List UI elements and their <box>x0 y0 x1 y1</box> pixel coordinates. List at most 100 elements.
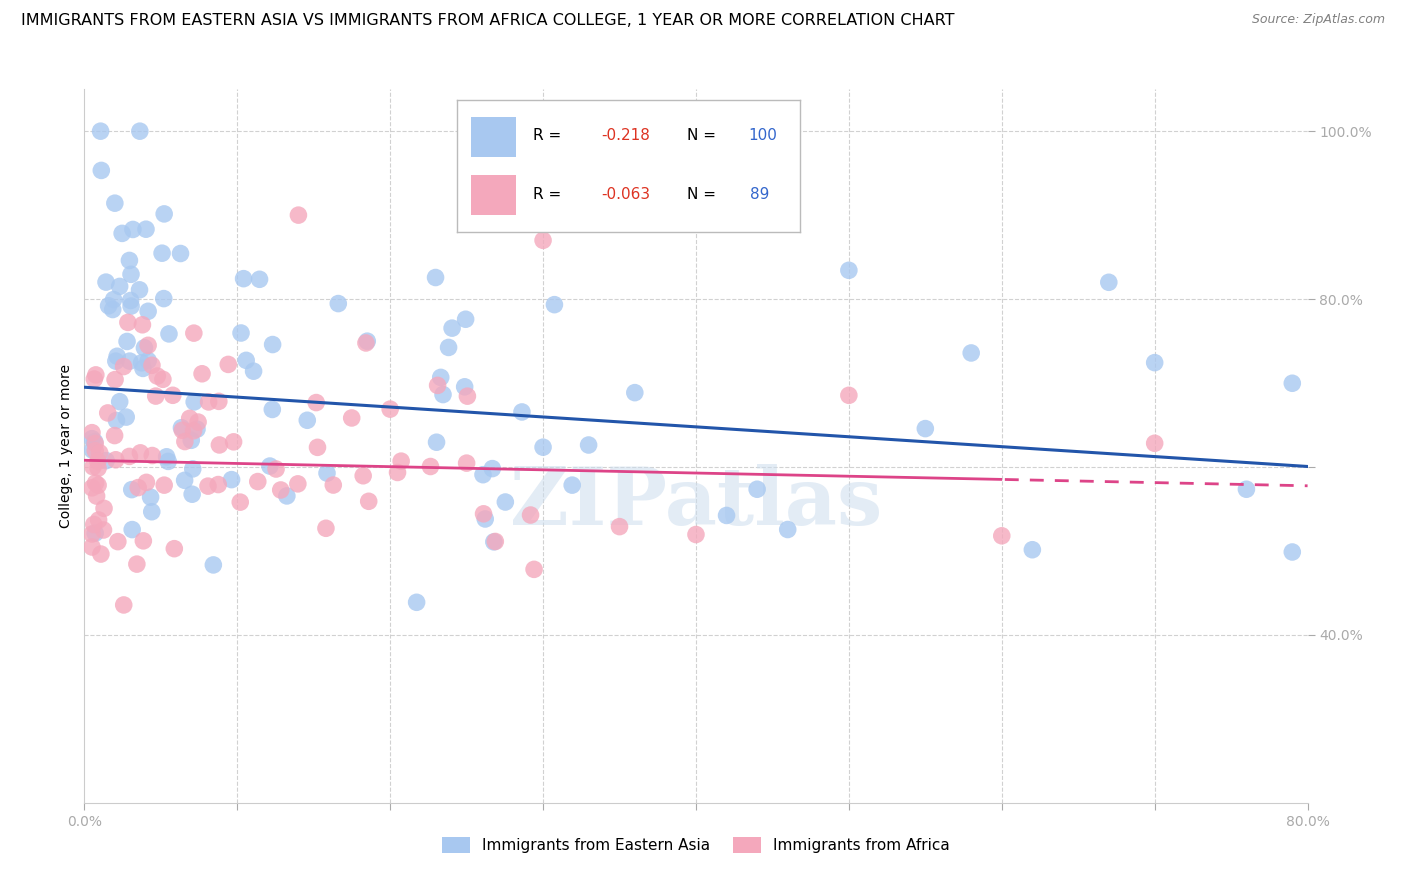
Point <box>134 341 156 355</box>
Point <box>685 527 707 541</box>
Point <box>609 519 631 533</box>
Point <box>131 356 153 370</box>
Point <box>145 389 167 403</box>
Point <box>86 489 108 503</box>
Point <box>83 434 105 449</box>
Point <box>155 450 177 464</box>
Point <box>472 467 495 482</box>
Point <box>259 458 281 473</box>
Point <box>187 415 209 429</box>
Point <box>1281 376 1303 391</box>
Point <box>425 435 447 450</box>
Point <box>270 483 292 497</box>
Point <box>510 405 533 419</box>
Point <box>87 461 110 475</box>
Point <box>197 395 219 409</box>
Point <box>425 270 447 285</box>
Point <box>242 364 264 378</box>
Point <box>249 272 271 286</box>
Point <box>202 558 225 572</box>
Point <box>97 406 120 420</box>
Point <box>157 454 180 468</box>
Point <box>90 163 112 178</box>
Point <box>419 459 441 474</box>
Point <box>84 368 107 382</box>
Point <box>122 222 145 236</box>
Point <box>685 189 707 203</box>
Point <box>747 482 769 496</box>
Point <box>80 527 103 541</box>
Point <box>914 421 936 435</box>
Point <box>139 490 162 504</box>
Point <box>157 326 180 341</box>
Point <box>84 443 107 458</box>
Point <box>135 475 157 490</box>
Point <box>162 388 184 402</box>
Point <box>120 299 142 313</box>
Point <box>80 481 103 495</box>
Point <box>103 293 125 307</box>
Point <box>191 367 214 381</box>
Point <box>1143 356 1166 370</box>
Point <box>120 268 142 282</box>
Point <box>229 326 252 340</box>
Point <box>474 512 496 526</box>
Point <box>183 395 205 409</box>
Point <box>90 547 112 561</box>
Point <box>262 402 284 417</box>
Point <box>153 478 176 492</box>
Point <box>297 413 319 427</box>
Point <box>111 227 134 241</box>
Point <box>356 334 378 348</box>
Point <box>104 354 127 368</box>
Point <box>105 349 128 363</box>
Point <box>262 337 284 351</box>
Point <box>1143 436 1166 450</box>
Point <box>481 461 503 475</box>
Point <box>128 124 150 138</box>
Point <box>84 526 107 541</box>
Point <box>82 459 104 474</box>
Point <box>179 411 201 425</box>
Point <box>322 478 344 492</box>
Point <box>531 440 554 454</box>
Point <box>1236 482 1258 496</box>
Legend: Immigrants from Eastern Asia, Immigrants from Africa: Immigrants from Eastern Asia, Immigrants… <box>436 831 956 859</box>
Point <box>437 341 460 355</box>
Point <box>456 389 478 403</box>
Point <box>484 534 506 549</box>
Point <box>432 387 454 401</box>
Point <box>104 373 127 387</box>
Point <box>93 501 115 516</box>
Point <box>183 326 205 340</box>
Point <box>222 434 245 449</box>
Point <box>94 453 117 467</box>
Point <box>287 208 309 222</box>
Point <box>838 263 860 277</box>
Point <box>472 507 495 521</box>
Point <box>83 372 105 386</box>
Point <box>153 207 176 221</box>
Point <box>80 425 103 440</box>
Point <box>716 508 738 523</box>
Point <box>136 353 159 368</box>
Point <box>1021 542 1043 557</box>
Text: Source: ZipAtlas.com: Source: ZipAtlas.com <box>1251 13 1385 27</box>
Point <box>197 479 219 493</box>
Point <box>578 438 600 452</box>
Point <box>104 428 127 442</box>
Point <box>87 513 110 527</box>
Point <box>163 541 186 556</box>
Point <box>543 298 565 312</box>
Point <box>87 454 110 468</box>
Point <box>84 475 107 490</box>
Point <box>287 476 309 491</box>
Point <box>125 557 148 571</box>
Point <box>328 296 350 310</box>
Point <box>115 410 138 425</box>
Point <box>150 246 173 260</box>
Point <box>991 529 1014 543</box>
Point <box>141 359 163 373</box>
Point <box>104 452 127 467</box>
Point <box>84 436 107 450</box>
